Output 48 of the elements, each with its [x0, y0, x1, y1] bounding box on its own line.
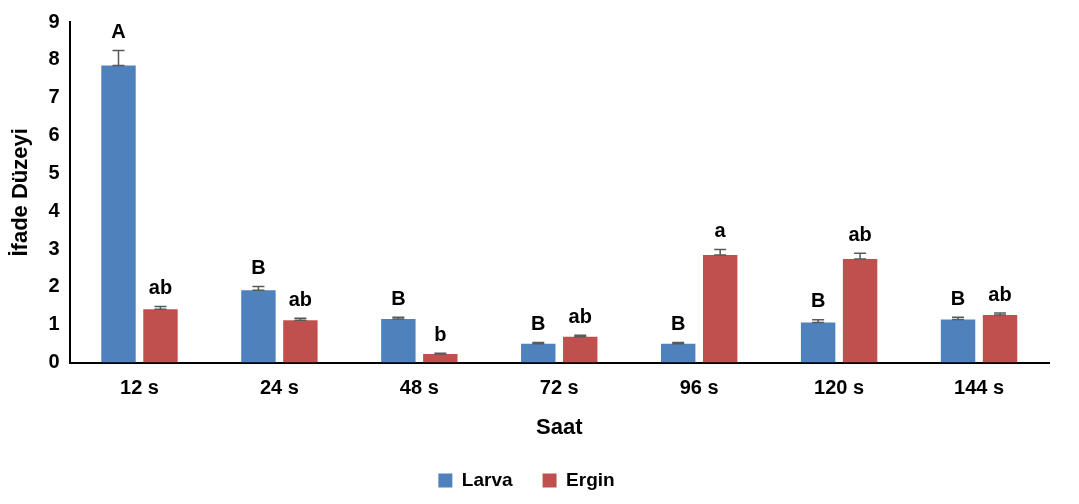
bar: [800, 322, 836, 363]
x-axis-title: Saat: [536, 413, 584, 439]
annotation: ab: [288, 287, 313, 310]
annotation: b: [434, 322, 447, 345]
y-tick-label: 3: [48, 236, 60, 259]
bar: [940, 319, 976, 363]
annotation: ab: [988, 282, 1012, 305]
annotation: B: [391, 286, 406, 309]
x-tick-label: 144 s: [954, 376, 1005, 399]
annotation: B: [251, 256, 266, 279]
annotation: B: [950, 286, 966, 309]
bar: [660, 343, 696, 363]
annotation: A: [111, 19, 126, 42]
y-tick-label: 4: [48, 198, 61, 221]
y-tick-label: 5: [48, 160, 60, 183]
bar: [283, 320, 318, 363]
y-tick-label: 2: [48, 274, 60, 297]
x-tick-label: 120 s: [814, 376, 865, 399]
annotation: ab: [848, 222, 872, 245]
annotation: B: [810, 289, 826, 312]
y-tick-label: 1: [48, 312, 60, 335]
bar: [702, 255, 738, 363]
x-tick-label: 48 s: [399, 376, 439, 399]
y-tick-label: 9: [48, 9, 60, 32]
annotation: B: [670, 312, 686, 335]
x-tick-label: 96 s: [679, 376, 719, 399]
bar: [842, 258, 878, 363]
annotation: a: [714, 218, 727, 241]
bar: [101, 65, 136, 363]
y-axis-title: İfade Düzeyi: [7, 128, 33, 257]
y-tick-label: 8: [48, 47, 60, 70]
y-tick-label: 0: [48, 350, 60, 373]
legend-label: Larva: [461, 468, 513, 490]
bar: [982, 314, 1018, 363]
bar: [241, 290, 276, 363]
y-tick-label: 6: [48, 123, 60, 146]
annotation: B: [531, 312, 546, 335]
legend-label: Ergin: [566, 468, 615, 490]
y-tick-label: 7: [48, 85, 60, 108]
annotation: ab: [148, 276, 173, 299]
annotation: ab: [568, 304, 592, 327]
bar: [143, 309, 178, 363]
bar: [521, 343, 556, 363]
x-tick-label: 12 s: [120, 376, 159, 399]
bar: [381, 319, 416, 363]
bar: [563, 336, 598, 363]
x-tick-label: 24 s: [259, 376, 299, 399]
x-tick-label: 72 s: [539, 376, 579, 399]
